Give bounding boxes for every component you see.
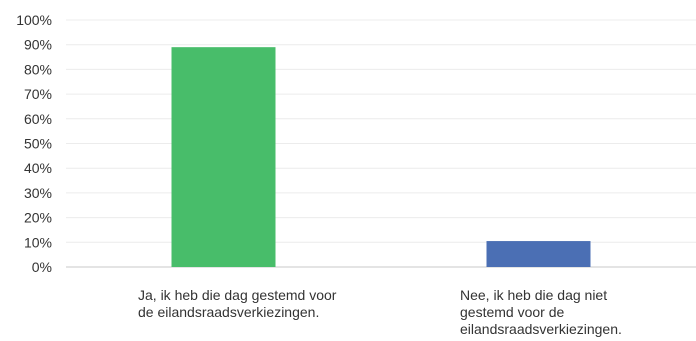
category-label-nee: Nee, ik heb die dag niet gestemd voor de… (460, 287, 622, 337)
y-tick-label: 10% (24, 234, 52, 250)
category-label-ja: Ja, ik heb die dag gestemd voor de eilan… (138, 287, 337, 320)
gridlines (66, 19, 696, 268)
y-axis-ticks: 0% 10% 20% 30% 40% 50% 60% 70% 80% 90% 100% (16, 12, 52, 275)
bars (171, 47, 591, 267)
y-tick-label: 70% (24, 86, 52, 102)
y-tick-label: 90% (24, 37, 52, 53)
bar-nee (486, 241, 591, 267)
y-tick-label: 50% (24, 136, 52, 152)
y-tick-label: 30% (24, 185, 52, 201)
y-tick-label: 0% (32, 259, 52, 275)
y-tick-label: 80% (24, 61, 52, 77)
y-tick-label: 40% (24, 160, 52, 176)
y-tick-label: 60% (24, 111, 52, 127)
bar-ja (171, 47, 276, 267)
y-tick-label: 20% (24, 210, 52, 226)
y-tick-label: 100% (16, 12, 52, 28)
